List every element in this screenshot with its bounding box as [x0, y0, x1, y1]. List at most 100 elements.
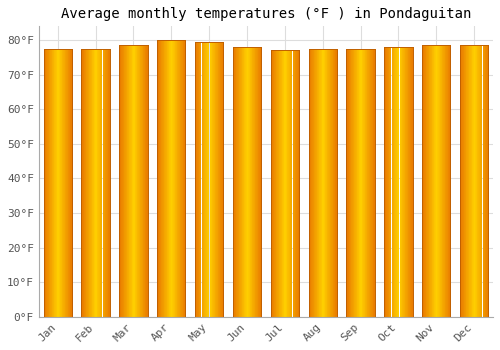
Bar — [258, 47, 259, 317]
Bar — [201, 42, 202, 317]
Bar — [141, 45, 142, 317]
Bar — [100, 49, 101, 317]
Bar — [424, 45, 425, 317]
Bar — [180, 40, 181, 317]
Bar — [260, 47, 261, 317]
Bar — [138, 45, 139, 317]
Bar — [45, 49, 46, 317]
Bar — [330, 49, 331, 317]
Bar — [63, 49, 64, 317]
Bar — [430, 45, 431, 317]
Bar — [58, 49, 59, 317]
Bar — [240, 47, 241, 317]
Bar — [56, 49, 58, 317]
Bar — [44, 49, 45, 317]
Bar — [181, 40, 182, 317]
Bar — [197, 42, 198, 317]
Bar — [182, 40, 184, 317]
Bar — [431, 45, 432, 317]
Bar — [67, 49, 68, 317]
Bar — [96, 49, 98, 317]
Bar — [47, 49, 48, 317]
Bar — [462, 45, 463, 317]
Bar — [350, 49, 352, 317]
Bar — [238, 47, 240, 317]
Bar — [257, 47, 258, 317]
Bar — [107, 49, 108, 317]
Bar — [409, 47, 410, 317]
Bar — [99, 49, 100, 317]
Bar — [392, 47, 393, 317]
Bar — [428, 45, 430, 317]
Bar — [329, 49, 330, 317]
Bar — [486, 45, 487, 317]
Bar — [483, 45, 484, 317]
Bar — [206, 42, 208, 317]
Bar — [275, 50, 276, 317]
Bar — [211, 42, 212, 317]
Bar — [310, 49, 312, 317]
Bar — [51, 49, 52, 317]
Bar — [144, 45, 146, 317]
Bar — [162, 40, 163, 317]
Bar — [157, 40, 158, 317]
Bar — [337, 49, 338, 317]
Bar — [334, 49, 336, 317]
Bar — [308, 49, 309, 317]
Bar — [363, 49, 364, 317]
Bar — [179, 40, 180, 317]
Bar — [94, 49, 95, 317]
Bar — [316, 49, 317, 317]
Bar — [426, 45, 427, 317]
Bar — [46, 49, 47, 317]
Bar — [412, 47, 414, 317]
Bar — [208, 42, 209, 317]
Bar — [131, 45, 132, 317]
Bar — [205, 42, 206, 317]
Bar — [484, 45, 486, 317]
Bar — [479, 45, 480, 317]
Bar — [480, 45, 481, 317]
Bar — [400, 47, 401, 317]
Bar — [450, 45, 451, 317]
Bar — [296, 50, 297, 317]
Bar — [86, 49, 87, 317]
Bar — [384, 47, 385, 317]
Bar — [125, 45, 126, 317]
Bar — [476, 45, 478, 317]
Bar — [68, 49, 69, 317]
Bar — [166, 40, 168, 317]
Bar — [178, 40, 179, 317]
Bar — [372, 49, 374, 317]
Bar — [285, 50, 286, 317]
Bar — [173, 40, 174, 317]
Bar — [261, 47, 262, 317]
Bar — [88, 49, 90, 317]
Bar — [244, 47, 245, 317]
Bar — [108, 49, 109, 317]
Bar — [243, 47, 244, 317]
Bar — [259, 47, 260, 317]
Bar — [408, 47, 409, 317]
Bar — [442, 45, 443, 317]
Bar — [425, 45, 426, 317]
Bar — [410, 47, 411, 317]
Bar — [66, 49, 67, 317]
Bar — [438, 45, 439, 317]
Bar — [356, 49, 358, 317]
Bar — [82, 49, 83, 317]
Bar — [158, 40, 160, 317]
Bar — [297, 50, 298, 317]
Bar — [83, 49, 84, 317]
Bar — [274, 50, 275, 317]
Bar — [309, 49, 310, 317]
Bar — [291, 50, 292, 317]
Bar — [93, 49, 94, 317]
Bar — [298, 50, 299, 317]
Bar — [59, 49, 60, 317]
Bar — [439, 45, 440, 317]
Bar — [177, 40, 178, 317]
Bar — [109, 49, 110, 317]
Bar — [441, 45, 442, 317]
Bar — [386, 47, 387, 317]
